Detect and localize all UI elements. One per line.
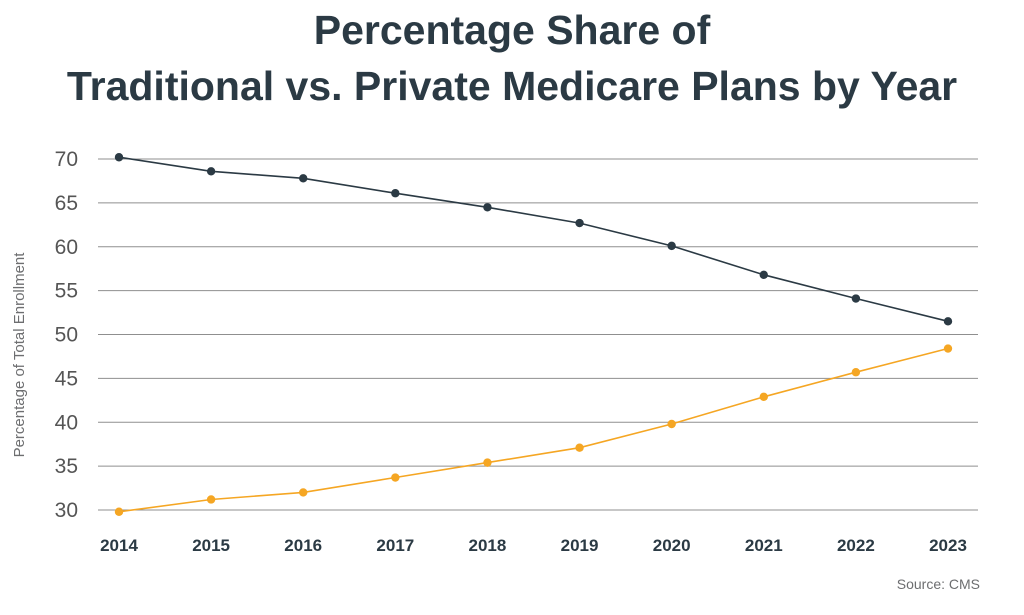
y-tick-label: 65 <box>55 192 78 215</box>
x-tick-label: 2020 <box>653 536 691 555</box>
series-2-point <box>943 344 953 353</box>
series-1-point <box>299 174 308 183</box>
series-1-point <box>943 317 953 326</box>
series-2-point <box>575 443 584 452</box>
chart-title-line1: Percentage Share of <box>313 7 711 53</box>
x-tick-label: 2014 <box>100 536 138 555</box>
series-1-point <box>206 167 216 176</box>
series-1-point <box>759 270 768 280</box>
x-tick-label: 2019 <box>561 536 599 555</box>
series-1-point <box>575 218 584 228</box>
series-1-point <box>391 189 400 198</box>
y-axis-label: Percentage of Total Enrollment <box>11 252 28 458</box>
series-2-point <box>483 458 492 467</box>
y-tick-label: 55 <box>55 280 78 303</box>
series-2-point <box>114 507 124 516</box>
y-tick-label: 35 <box>55 455 78 478</box>
series-lines <box>114 153 953 516</box>
series-2-point <box>667 419 676 429</box>
series-1-point <box>667 241 676 251</box>
x-tick-label: 2017 <box>376 536 414 555</box>
x-tick-label: 2016 <box>284 536 322 555</box>
series-1-point <box>114 153 124 162</box>
series-1-point <box>851 294 861 303</box>
y-tick-label: 70 <box>55 148 78 171</box>
series-2-line <box>118 347 949 513</box>
x-tick-label: 2023 <box>929 536 967 555</box>
x-tick-label: 2022 <box>837 536 875 555</box>
y-tick-label: 50 <box>55 324 78 347</box>
y-tick-label: 40 <box>55 411 78 434</box>
y-tick-labels: 30 35 40 45 50 55 60 65 70 <box>55 148 78 522</box>
series-2-point <box>206 495 216 504</box>
y-tick-label: 45 <box>55 367 78 390</box>
source-note: Source: CMS <box>896 576 980 592</box>
gridlines <box>98 158 978 511</box>
series-2-point <box>851 368 861 377</box>
chart-title-line2: Traditional vs. Private Medicare Plans b… <box>66 63 958 109</box>
series-2-point <box>299 488 308 497</box>
series-2-point <box>391 473 400 482</box>
y-tick-label: 60 <box>55 236 78 259</box>
series-1-line <box>118 156 949 323</box>
series-1-point <box>483 203 492 212</box>
x-tick-labels: 2014 2015 2016 2017 2018 2019 2020 2021 2022 2023 <box>100 536 967 555</box>
series-2-point <box>759 392 768 402</box>
x-tick-label: 2018 <box>469 536 507 555</box>
x-tick-label: 2021 <box>745 536 783 555</box>
y-tick-label: 30 <box>55 499 78 522</box>
x-tick-label: 2015 <box>192 536 230 555</box>
